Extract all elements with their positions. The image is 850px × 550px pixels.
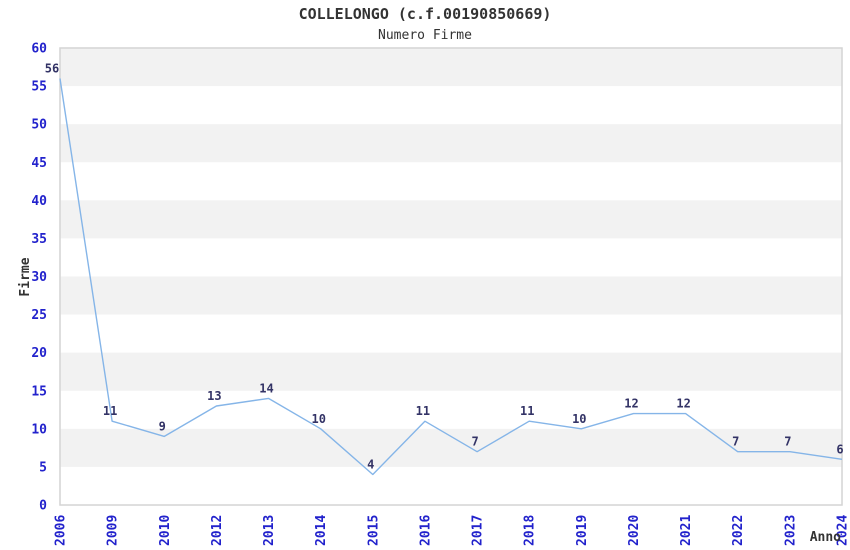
data-point-label: 11 <box>416 404 430 418</box>
data-point-label: 12 <box>624 397 638 411</box>
y-tick-label: 15 <box>31 384 47 399</box>
data-line <box>59 78 843 476</box>
data-point-label: 7 <box>471 435 478 449</box>
data-point-label: 10 <box>572 412 586 426</box>
x-tick-label: 2013 <box>262 515 277 546</box>
data-point-label: 7 <box>732 435 739 449</box>
y-tick-label: 10 <box>31 422 47 437</box>
grid-band <box>60 276 842 315</box>
x-tick-label: 2006 <box>54 515 69 546</box>
y-tick-label: 45 <box>31 156 47 171</box>
grid-band <box>60 352 842 391</box>
x-tick-label: 2014 <box>314 515 329 546</box>
data-point-label: 9 <box>159 419 166 433</box>
y-tick-label: 30 <box>31 270 47 285</box>
y-tick-label: 5 <box>39 460 47 475</box>
data-point-label: 4 <box>367 458 374 472</box>
data-point-label: 12 <box>676 397 690 411</box>
data-point-label: 11 <box>103 404 117 418</box>
data-point-label: 14 <box>259 381 273 395</box>
x-tick-label: 2020 <box>627 515 642 546</box>
x-tick-label: 2015 <box>366 515 381 546</box>
y-tick-label: 0 <box>39 499 47 514</box>
y-tick-label: 55 <box>31 80 47 95</box>
data-point-label: 7 <box>784 435 791 449</box>
data-point-label: 10 <box>311 412 325 426</box>
chart-subtitle: Numero Firme <box>378 28 472 43</box>
y-tick-label: 35 <box>31 232 47 247</box>
x-tick-label: 2023 <box>783 515 798 546</box>
grid-band <box>60 428 842 467</box>
y-tick-label: 40 <box>31 194 47 209</box>
data-point-label: 6 <box>836 442 843 456</box>
x-tick-label: 2012 <box>210 515 225 546</box>
plot-border <box>59 47 843 506</box>
data-point-label: 56 <box>45 62 59 76</box>
x-tick-label: 2017 <box>471 515 486 546</box>
grid-band <box>60 200 842 239</box>
y-tick-label: 25 <box>31 308 47 323</box>
x-tick-label: 2021 <box>679 515 694 546</box>
grid-band <box>60 48 842 87</box>
x-tick-label: 2010 <box>158 515 173 546</box>
y-tick-label: 50 <box>31 118 47 133</box>
chart-title: COLLELONGO (c.f.00190850669) <box>298 5 552 23</box>
x-tick-label: 2022 <box>731 515 746 546</box>
data-point-label: 11 <box>520 404 534 418</box>
x-axis-title: Anno <box>810 530 841 545</box>
y-tick-label: 20 <box>31 346 47 361</box>
x-tick-label: 2016 <box>418 515 433 546</box>
y-axis-title: Firme <box>18 257 33 296</box>
x-tick-label: 2019 <box>575 515 590 546</box>
x-tick-label: 2009 <box>106 515 121 546</box>
y-tick-label: 60 <box>31 42 47 57</box>
grid-band <box>60 124 842 163</box>
data-point-label: 13 <box>207 389 221 403</box>
x-tick-label: 2018 <box>523 515 538 546</box>
x-tick-label: 2024 <box>836 515 850 546</box>
